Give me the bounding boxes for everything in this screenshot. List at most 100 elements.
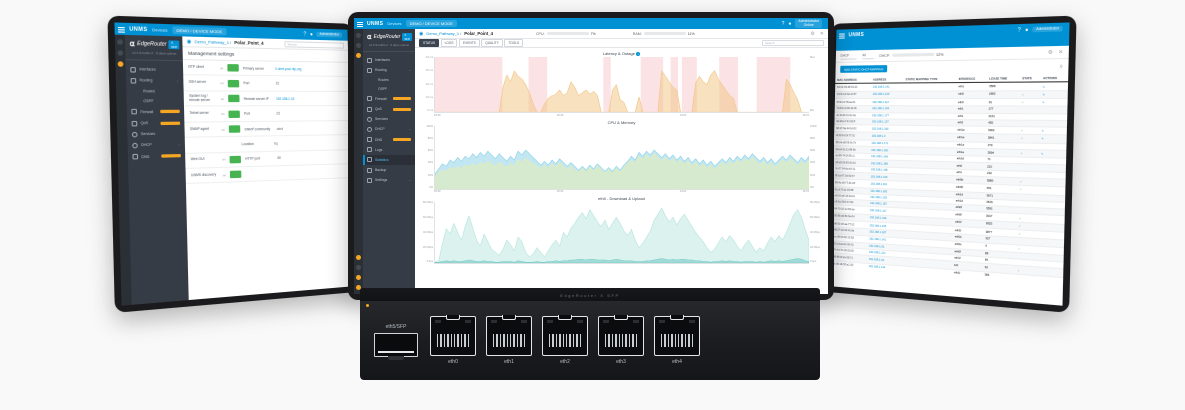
sidebar-item-firewall[interactable]: Firewall — [127, 106, 185, 117]
rail-outage-icon[interactable] — [356, 285, 361, 290]
user-icon[interactable]: ● — [1024, 26, 1029, 34]
toggle-state-label: on — [222, 172, 227, 178]
sidebar-item-services[interactable]: Services — [363, 114, 415, 124]
user-badge[interactable]: Administrator — [1032, 25, 1063, 33]
unms-bar-right: ? ● Administrator Online — [781, 18, 825, 29]
sidebar-item-logs[interactable]: Logs — [363, 145, 415, 155]
meter-label: DHCP: — [879, 53, 891, 58]
rail-dashboard-icon[interactable] — [356, 33, 361, 38]
sidebar-item-routes[interactable]: Routes — [126, 86, 184, 96]
sidebar-item-ospf[interactable]: OSPF — [363, 85, 415, 94]
tab-quality[interactable]: QUALITY — [481, 39, 503, 47]
chevron-down-icon[interactable]: ⌄ — [408, 127, 411, 132]
sidebar-item-interfaces[interactable]: Interfaces — [363, 55, 415, 65]
chevron-down-icon[interactable]: ⌄ — [408, 178, 411, 183]
sidebar-item-qos[interactable]: QoS — [363, 104, 415, 114]
setting-value[interactable]: hq — [273, 141, 278, 146]
rail-log-icon[interactable] — [356, 255, 361, 260]
setting-toggle[interactable] — [228, 125, 241, 133]
sidebar-item-ospf[interactable]: OSPF — [126, 96, 184, 106]
user-icon[interactable]: ● — [788, 20, 792, 27]
question-icon[interactable]: ? — [303, 30, 307, 38]
sidebar-item-dns[interactable]: DNS — [128, 150, 185, 162]
dhcp-filter-select[interactable]: DHCP — [840, 52, 857, 60]
rail-devices-icon[interactable] — [356, 43, 361, 48]
sidebar-item-settings[interactable]: Settings ⌄ — [363, 175, 415, 185]
tab-events[interactable]: EVENTS — [458, 39, 480, 47]
sidebar-item-dhcp[interactable]: DHCP ⌄ — [363, 124, 415, 134]
scope-filter-select[interactable]: All — [862, 52, 874, 59]
chevron-down-icon[interactable]: ⌄ — [408, 68, 411, 73]
center-search-input[interactable]: Search — [762, 40, 824, 46]
chevron-down-icon[interactable]: ⌄ — [177, 142, 181, 147]
tab-status[interactable]: STATUS — [419, 39, 440, 47]
setting-value[interactable]: ubnt — [276, 126, 283, 131]
add-static-dhcp-mapping-button[interactable]: ADD STATIC DHCP MAPPING — [840, 65, 888, 74]
tab-tools[interactable]: TOOLS — [504, 39, 524, 47]
info-icon[interactable]: i — [636, 52, 641, 56]
setting-sublabel: HTTP port — [245, 156, 261, 162]
setting-value[interactable]: 22 — [275, 81, 280, 86]
actions-cell[interactable]: ✎ — [1040, 90, 1068, 99]
table-row[interactable]: b4:fb:e4:0a:11:87 192.168.1.120 eth0 1863 ✓ ✎ — [834, 90, 1068, 99]
user-icon[interactable]: ● — [309, 31, 313, 38]
question-icon[interactable]: ? — [1017, 26, 1021, 34]
column-header[interactable]: MAC ADDRESS — [835, 75, 872, 84]
sidebar-item-routing[interactable]: Routing ⌄ — [363, 65, 415, 75]
sidebar-item-backup[interactable]: Backup — [363, 165, 415, 175]
setting-value[interactable]: 80 — [277, 156, 281, 161]
setting-toggle[interactable] — [227, 64, 239, 72]
rail-devices-icon[interactable] — [117, 50, 124, 56]
column-header[interactable]: INTERFACE — [956, 74, 988, 83]
actions-cell[interactable]: ✎ — [1040, 98, 1068, 107]
left-search-input[interactable]: Search — [284, 40, 345, 49]
setting-toggle[interactable] — [229, 155, 242, 164]
setting-toggle[interactable] — [230, 170, 242, 179]
unms-devices-link[interactable]: Devices — [151, 26, 168, 33]
search-icon[interactable]: ⚲ — [1059, 63, 1063, 70]
rail-dashboard-icon[interactable] — [117, 39, 123, 45]
setting-toggle[interactable] — [228, 110, 241, 118]
close-icon[interactable]: ✕ — [1058, 48, 1064, 56]
user-badge[interactable]: Administrator Online — [795, 18, 822, 29]
sidebar-item-statistics[interactable]: Statistics — [363, 154, 415, 166]
state-cell — [1015, 273, 1036, 282]
rail-alerts-icon[interactable] — [356, 53, 361, 58]
column-header[interactable]: LEASE TIME — [987, 74, 1021, 83]
setting-toggle[interactable] — [227, 79, 240, 87]
close-icon[interactable]: ✕ — [819, 30, 824, 37]
gear-icon[interactable]: ⚙ — [810, 30, 815, 37]
breadcrumb-parent[interactable]: Demo_Pathway_1 / — [194, 38, 232, 46]
settings-icon — [367, 177, 372, 183]
setting-value[interactable]: 23 — [276, 111, 280, 116]
sidebar-item-routes[interactable]: Routes — [363, 75, 415, 84]
dhcp-table-scroll[interactable]: MAC ADDRESS ADDRESS STATIC MAPPING TYPE INT… — [831, 73, 1069, 282]
column-header[interactable]: ACTIONS — [1040, 73, 1069, 83]
question-icon[interactable]: ? — [781, 20, 785, 27]
chevron-down-icon[interactable]: ⌄ — [176, 78, 180, 84]
sidebar-activity-bar — [393, 138, 411, 142]
rail-task-icon[interactable] — [356, 275, 361, 280]
gear-icon[interactable]: ⚙ — [1047, 48, 1053, 56]
tab-logs[interactable]: LOGS — [440, 39, 458, 47]
user-badge[interactable]: Administrator — [316, 31, 343, 39]
rail-map-icon[interactable] — [356, 265, 361, 270]
menu-icon[interactable] — [839, 32, 845, 39]
menu-icon[interactable] — [357, 21, 363, 27]
menu-icon[interactable] — [117, 25, 125, 33]
sidebar-item-qos[interactable]: QoS — [127, 117, 185, 129]
unms-devices-link[interactable]: Devices — [387, 21, 402, 26]
rail-alerts-icon[interactable] — [117, 61, 124, 67]
setting-value[interactable]: 0.ubnt.pool.ntp.org — [275, 66, 302, 71]
setting-toggle[interactable] — [228, 94, 240, 103]
column-header[interactable]: STATE — [1019, 73, 1041, 83]
setting-value[interactable]: 192.168.1.10 — [275, 96, 295, 101]
column-header[interactable]: ADDRESS — [870, 75, 904, 84]
sidebar-item-dns[interactable]: DNS — [363, 135, 415, 145]
sidebar-item-interfaces[interactable]: Interfaces — [126, 64, 184, 76]
sidebar-item-routing[interactable]: Routing ⌄ — [126, 75, 184, 87]
breadcrumb-parent[interactable]: Demo_Pathway_1 / — [426, 31, 462, 36]
actions-cell[interactable]: ✎ — [1040, 82, 1069, 91]
sidebar-item-firewall[interactable]: Firewall — [363, 94, 415, 104]
